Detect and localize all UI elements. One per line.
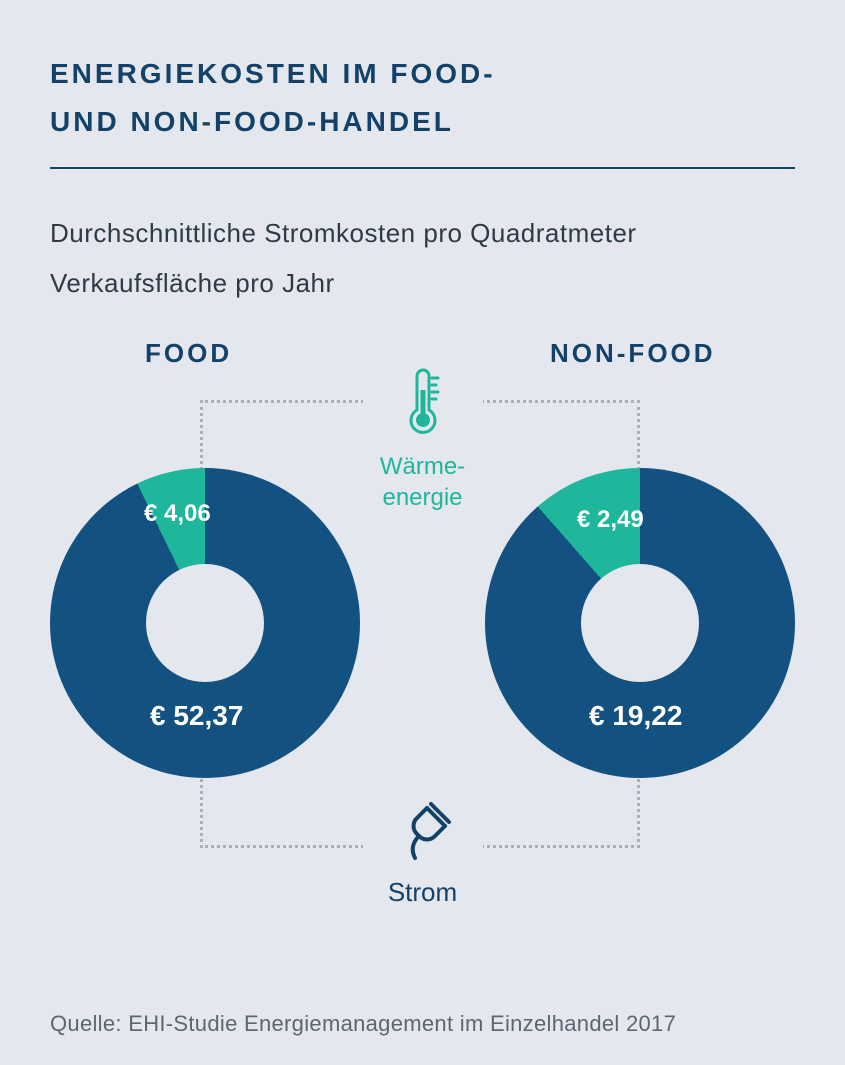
chart-area: FOOD NON-FOOD Wärme- energie	[50, 328, 795, 928]
title-line-1: ENERGIEKOSTEN IM FOOD-	[50, 50, 795, 98]
legend-power-label: Strom	[323, 877, 523, 908]
value-nonfood-heat: € 2,49	[577, 506, 644, 534]
source-text: Quelle: EHI-Studie Energiemanagement im …	[50, 1011, 676, 1037]
value-food-heat: € 4,06	[144, 500, 211, 528]
legend-power: Strom	[363, 798, 483, 918]
title-line-2: UND NON-FOOD-HANDEL	[50, 98, 795, 146]
title-divider	[50, 167, 795, 169]
thermometer-icon	[402, 368, 444, 438]
plug-icon	[393, 798, 453, 864]
subtitle: Durchschnittliche Stromkosten pro Quadra…	[50, 209, 795, 308]
donut-nonfood: € 2,49 € 19,22	[485, 468, 795, 778]
value-nonfood-power: € 19,22	[589, 700, 682, 732]
value-food-power: € 52,37	[150, 700, 243, 732]
legend-heat: Wärme- energie	[363, 368, 483, 508]
donut-food: € 4,06 € 52,37	[50, 468, 360, 778]
page-title: ENERGIEKOSTEN IM FOOD- UND NON-FOOD-HAND…	[50, 50, 795, 145]
category-label-food: FOOD	[145, 338, 232, 369]
category-label-nonfood: NON-FOOD	[550, 338, 716, 369]
